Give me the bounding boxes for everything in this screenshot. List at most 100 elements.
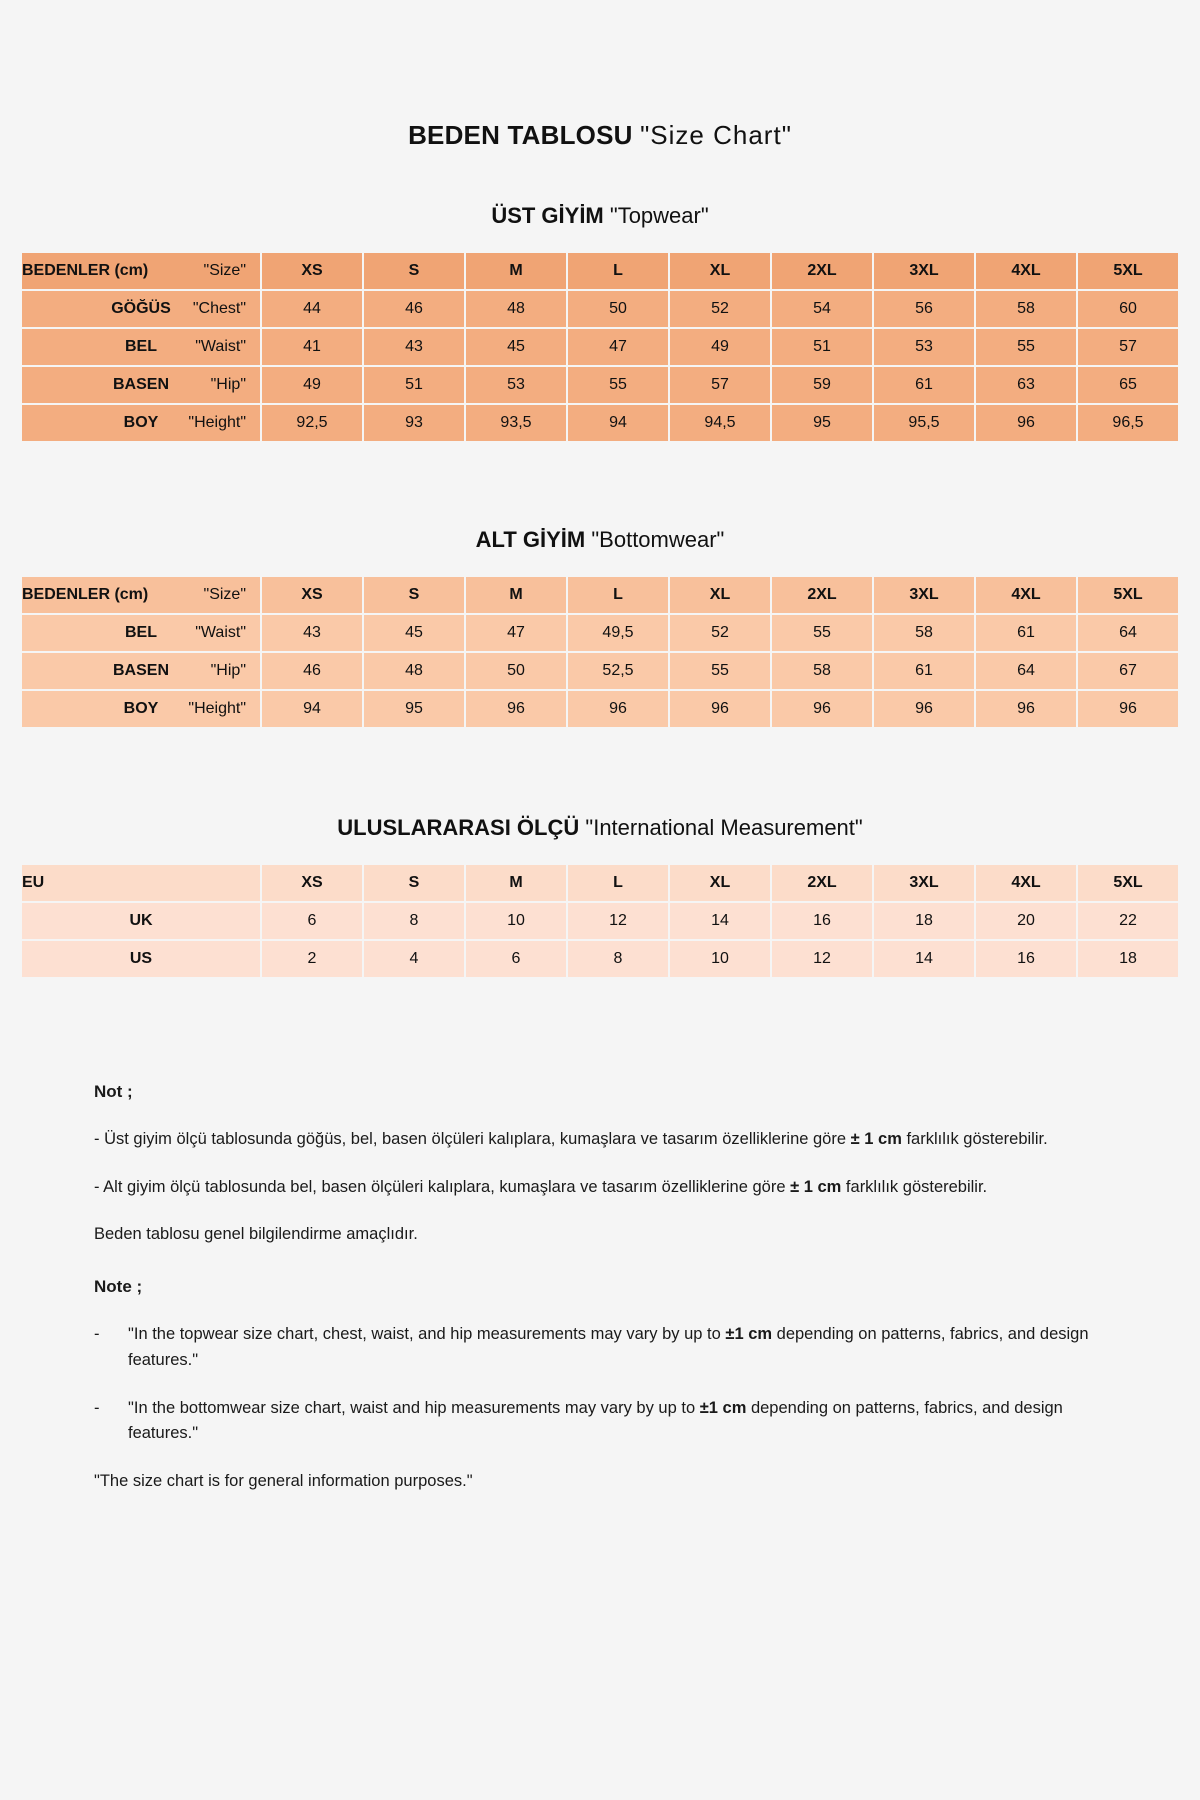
cell-value: 96 — [670, 691, 770, 727]
cell-value: 48 — [364, 653, 464, 689]
notes-section: Not ; - Üst giyim ölçü tablosunda göğüs,… — [94, 1079, 1106, 1494]
cell-value: 47 — [568, 329, 668, 365]
cell-value: 44 — [262, 291, 362, 327]
cell-value: 67 — [1078, 653, 1178, 689]
note-english-bottomwear-part1: "In the bottomwear size chart, waist and… — [128, 1398, 700, 1417]
note-turkish-bottomwear-tolerance: ± 1 cm — [790, 1177, 842, 1196]
section-title-international-turkish: ULUSLARARASI ÖLÇÜ — [337, 815, 580, 840]
size-header-4xl: 4XL — [976, 865, 1076, 901]
size-header-3xl: 3XL — [874, 577, 974, 613]
size-header-m: M — [466, 577, 566, 613]
cell-value: 46 — [262, 653, 362, 689]
size-header-xl: XL — [670, 577, 770, 613]
notes-english-list: - "In the topwear size chart, chest, wais… — [94, 1322, 1106, 1446]
cell-value: 58 — [874, 615, 974, 651]
header-label-english: "Size" — [203, 262, 246, 279]
size-header-s: S — [364, 865, 464, 901]
header-label-cell: BEDENLER (cm) "Size" — [22, 577, 260, 613]
cell-value: 55 — [772, 615, 872, 651]
cell-value: 49 — [670, 329, 770, 365]
header-label-turkish: BEDENLER (cm) — [22, 586, 149, 603]
cell-value: 8 — [568, 941, 668, 977]
header-label-english: "Size" — [203, 586, 246, 603]
row-label-us: US — [129, 950, 153, 967]
bottomwear-size-table: BEDENLER (cm) "Size" XS S M L XL 2XL 3XL… — [20, 575, 1180, 729]
cell-value: 96 — [1078, 691, 1178, 727]
cell-value: 64 — [1078, 615, 1178, 651]
cell-value: 50 — [568, 291, 668, 327]
table-row: BASEN "Hip" 46 48 50 52,5 55 58 61 64 67 — [22, 653, 1178, 689]
size-header-xl: XL — [670, 253, 770, 289]
cell-value: 52 — [670, 291, 770, 327]
cell-value: 61 — [874, 653, 974, 689]
cell-value: 60 — [1078, 291, 1178, 327]
cell-value: 51 — [364, 367, 464, 403]
row-label-turkish: BEL — [125, 338, 157, 355]
row-label-english: "Waist" — [195, 624, 246, 641]
section-title-bottomwear-english: "Bottomwear" — [591, 527, 725, 552]
cell-value: 63 — [976, 367, 1076, 403]
row-label-turkish: GÖĞÜS — [111, 300, 171, 317]
cell-value: 46 — [364, 291, 464, 327]
cell-value: 61 — [874, 367, 974, 403]
cell-value: 41 — [262, 329, 362, 365]
note-english-general: "The size chart is for general informati… — [94, 1471, 473, 1490]
size-header-2xl: 2XL — [772, 253, 872, 289]
size-header-l: L — [568, 577, 668, 613]
row-label-cell: BASEN "Hip" — [22, 367, 260, 403]
row-label-english: "Chest" — [192, 300, 246, 317]
cell-value: 12 — [568, 903, 668, 939]
cell-value: 95,5 — [874, 405, 974, 441]
cell-value: 96 — [976, 691, 1076, 727]
row-label-cell: BEL "Waist" — [22, 615, 260, 651]
cell-value: 57 — [670, 367, 770, 403]
note-turkish-topwear-tolerance: ± 1 cm — [850, 1130, 902, 1149]
size-header-s: S — [364, 253, 464, 289]
size-header-xs: XS — [262, 577, 362, 613]
table-row: BEL "Waist" 43 45 47 49,5 52 55 58 61 64 — [22, 615, 1178, 651]
cell-value: 52 — [670, 615, 770, 651]
row-label-cell: BOY "Height" — [22, 405, 260, 441]
size-header-s: S — [364, 577, 464, 613]
cell-value: 43 — [262, 615, 362, 651]
row-label-english: "Hip" — [210, 376, 246, 393]
topwear-size-table: BEDENLER (cm) "Size" XS S M L XL 2XL 3XL… — [20, 251, 1180, 443]
cell-value: 53 — [466, 367, 566, 403]
cell-value: 58 — [772, 653, 872, 689]
cell-value: 54 — [772, 291, 872, 327]
notes-heading-turkish: Not ; — [94, 1082, 133, 1101]
cell-value: 92,5 — [262, 405, 362, 441]
cell-value: 20 — [976, 903, 1076, 939]
notes-heading-english: Note ; — [94, 1277, 143, 1297]
cell-value: 55 — [670, 653, 770, 689]
cell-value: 10 — [466, 903, 566, 939]
table-row: BEL "Waist" 41 43 45 47 49 51 53 55 57 — [22, 329, 1178, 365]
row-label-english: "Hip" — [210, 662, 246, 679]
cell-value: 45 — [364, 615, 464, 651]
header-label-cell: EU — [22, 865, 260, 901]
cell-value: 56 — [874, 291, 974, 327]
page-title: BEDEN TABLOSU "Size Chart" — [0, 0, 1200, 151]
row-label-cell: US — [22, 941, 260, 977]
header-label-eu: EU — [22, 874, 45, 891]
cell-value: 96 — [874, 691, 974, 727]
size-header-4xl: 4XL — [976, 253, 1076, 289]
cell-value: 4 — [364, 941, 464, 977]
page-title-english: "Size Chart" — [640, 120, 792, 150]
row-label-cell: UK — [22, 903, 260, 939]
page-title-turkish: BEDEN TABLOSU — [408, 120, 633, 150]
cell-value: 96 — [772, 691, 872, 727]
section-title-topwear-english: "Topwear" — [609, 203, 709, 228]
row-label-english: "Height" — [188, 700, 246, 717]
note-turkish-bottomwear-part1: - Alt giyim ölçü tablosunda bel, basen ö… — [94, 1177, 791, 1196]
note-turkish-general: Beden tablosu genel bilgilendirme amaçlı… — [94, 1225, 418, 1244]
cell-value: 96 — [568, 691, 668, 727]
cell-value: 49,5 — [568, 615, 668, 651]
size-header-xs: XS — [262, 253, 362, 289]
cell-value: 16 — [976, 941, 1076, 977]
table-row: US 2 4 6 8 10 12 14 16 18 — [22, 941, 1178, 977]
cell-value: 22 — [1078, 903, 1178, 939]
international-size-table: EU XS S M L XL 2XL 3XL 4XL 5XL UK 6 — [20, 863, 1180, 979]
section-title-international: ULUSLARARASI ÖLÇÜ "International Measure… — [0, 815, 1200, 841]
note-turkish-topwear-part2: farklılık gösterebilir. — [901, 1130, 1048, 1149]
